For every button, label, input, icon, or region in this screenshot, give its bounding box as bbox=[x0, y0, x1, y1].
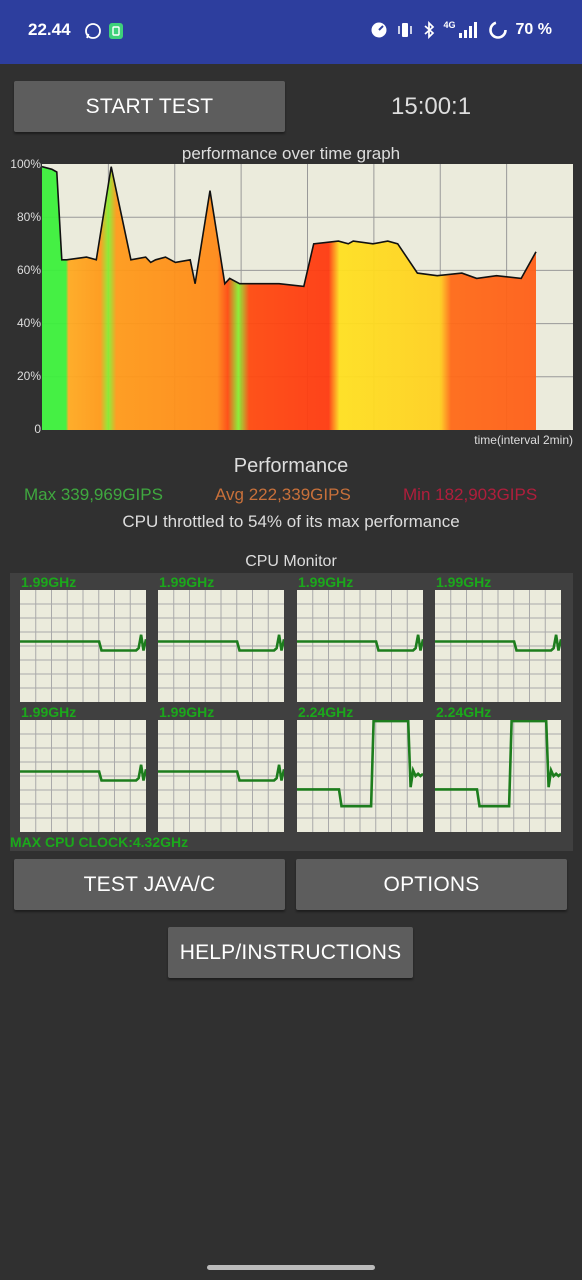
avg-performance: Avg 222,339GIPS bbox=[215, 485, 351, 504]
core-frequency-line bbox=[158, 764, 284, 782]
whatsapp-icon bbox=[85, 23, 101, 39]
data-saver-icon bbox=[371, 22, 387, 38]
performance-graph bbox=[42, 164, 573, 430]
cpu-monitor-title: CPU Monitor bbox=[245, 553, 337, 570]
core-frequency-line bbox=[20, 634, 146, 652]
core-frequency-line bbox=[297, 634, 423, 652]
signal-icon bbox=[458, 22, 477, 38]
app-notification-icon bbox=[109, 23, 123, 39]
core-frequency-label: 2.24GHz bbox=[298, 704, 354, 720]
test-java-c-button[interactable]: TEST JAVA/C bbox=[14, 859, 285, 910]
core-graph bbox=[20, 590, 146, 702]
battery-ring-icon bbox=[488, 21, 507, 39]
y-tick-60: 60% bbox=[16, 263, 41, 277]
options-button[interactable]: OPTIONS bbox=[296, 859, 567, 910]
core-frequency-line bbox=[435, 634, 561, 652]
core-frequency-line bbox=[158, 634, 284, 652]
help-instructions-button[interactable]: HELP/INSTRUCTIONS bbox=[168, 927, 413, 978]
max-performance: Max 339,969GIPS bbox=[24, 485, 163, 504]
network-type: 4G bbox=[443, 20, 456, 30]
bluetooth-icon bbox=[423, 21, 434, 39]
core-graph bbox=[297, 720, 423, 832]
core-graph bbox=[435, 590, 561, 702]
core-graph bbox=[20, 720, 146, 832]
test-timer: 15:00:1 bbox=[391, 93, 472, 120]
vibrate-icon bbox=[397, 23, 412, 37]
core-frequency-line bbox=[297, 720, 423, 808]
core-frequency-label: 1.99GHz bbox=[21, 574, 77, 590]
status-bar: 22.44 4G 70 % bbox=[0, 0, 582, 64]
battery-level: 70 % bbox=[515, 21, 552, 38]
x-axis-note: time(interval 2min) bbox=[474, 433, 573, 447]
start-test-button[interactable]: START TEST bbox=[14, 81, 285, 132]
core-graph bbox=[435, 720, 561, 832]
performance-line bbox=[42, 165, 537, 288]
core-graph bbox=[158, 590, 284, 702]
performance-area bbox=[42, 166, 536, 430]
status-time: 22.44 bbox=[28, 20, 71, 39]
performance-heading: Performance bbox=[233, 455, 349, 477]
core-frequency-line bbox=[20, 764, 146, 782]
y-tick-40: 40% bbox=[16, 316, 41, 330]
core-graph bbox=[297, 590, 423, 702]
gesture-nav-bar[interactable] bbox=[207, 1265, 375, 1270]
min-performance: Min 182,903GIPS bbox=[403, 485, 538, 504]
y-tick-0: 0 bbox=[34, 422, 41, 436]
y-tick-20: 20% bbox=[16, 369, 41, 383]
core-frequency-label: 1.99GHz bbox=[159, 704, 215, 720]
core-frequency-line bbox=[435, 720, 561, 808]
core-frequency-label: 1.99GHz bbox=[21, 704, 77, 720]
core-frequency-label: 1.99GHz bbox=[436, 574, 492, 590]
core-frequency-label: 1.99GHz bbox=[159, 574, 215, 590]
y-tick-80: 80% bbox=[16, 210, 41, 224]
core-frequency-label: 1.99GHz bbox=[298, 574, 354, 590]
throttle-summary: CPU throttled to 54% of its max performa… bbox=[122, 512, 460, 531]
max-cpu-clock: MAX CPU CLOCK:4.32GHz bbox=[10, 834, 189, 850]
core-frequency-label: 2.24GHz bbox=[436, 704, 492, 720]
y-tick-100: 100% bbox=[10, 157, 41, 171]
core-graph bbox=[158, 720, 284, 832]
graph-title: performance over time graph bbox=[181, 144, 401, 163]
